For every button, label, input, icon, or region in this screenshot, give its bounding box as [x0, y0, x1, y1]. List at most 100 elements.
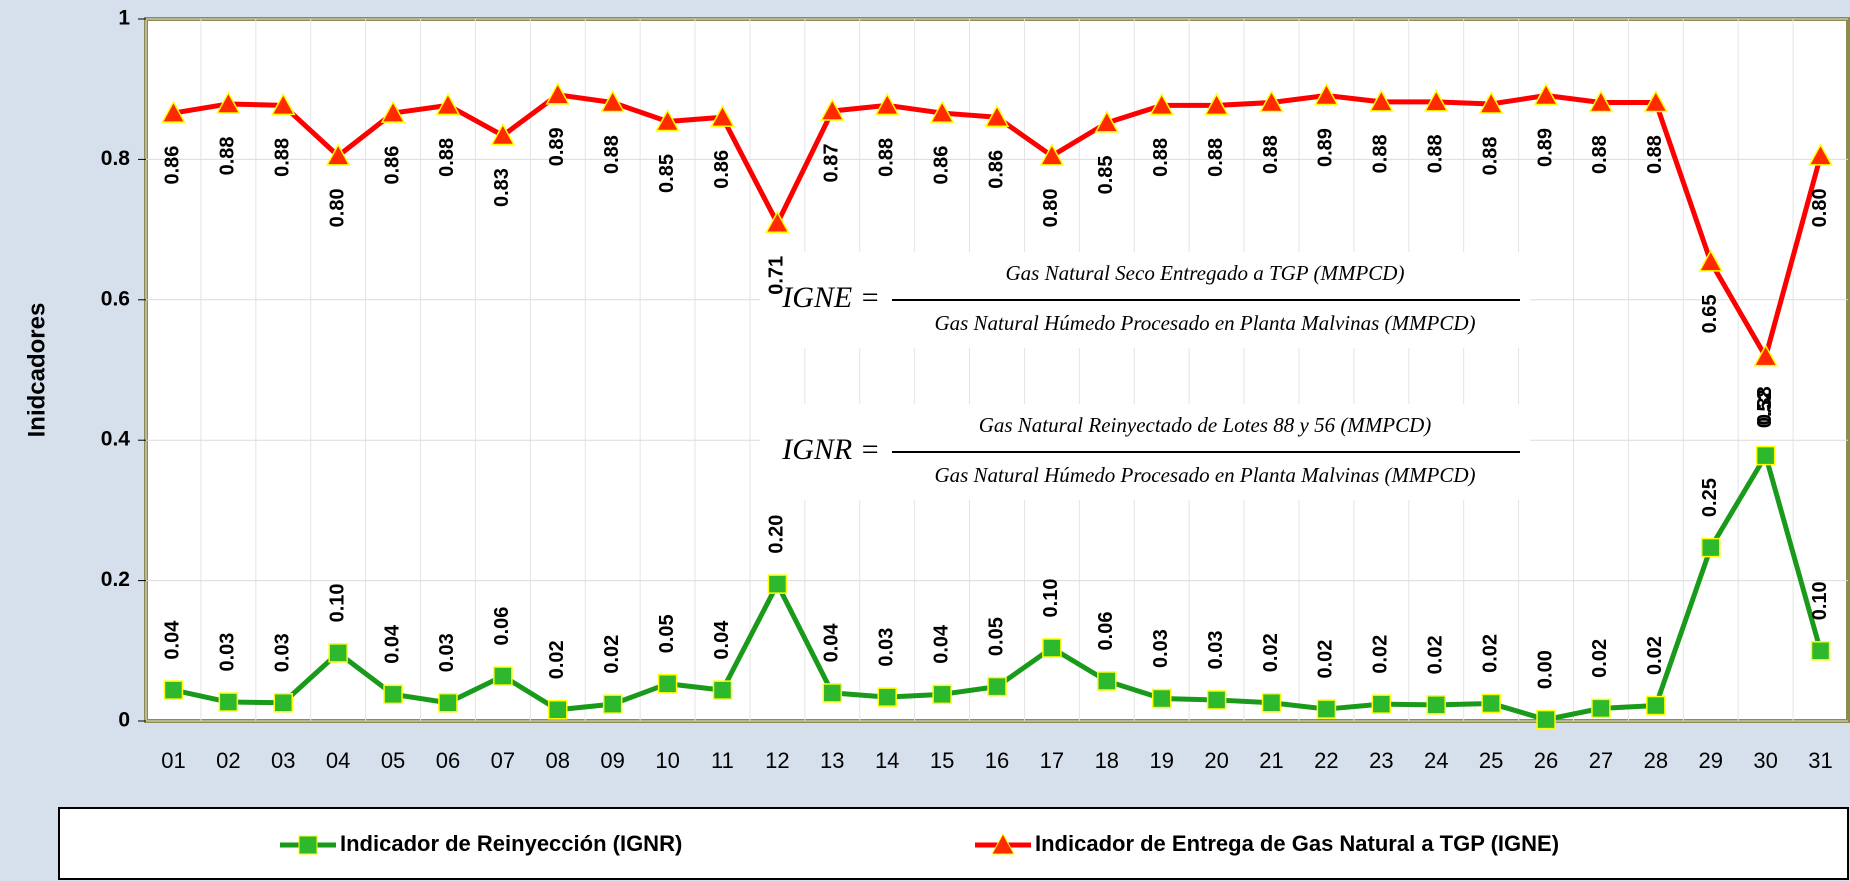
data-label: 0.02 [1370, 635, 1392, 674]
data-label: 0.80 [1809, 188, 1831, 227]
marker [1371, 694, 1392, 714]
marker [1151, 688, 1172, 709]
y-tick-label: 0.8 [101, 147, 131, 170]
marker [1369, 89, 1394, 112]
marker [328, 643, 348, 663]
marker [932, 684, 952, 705]
x-tick-label: 29 [1698, 748, 1722, 773]
x-tick-label: 12 [765, 748, 789, 773]
x-tick-label: 23 [1369, 748, 1393, 773]
equation-numerator: Gas Natural Seco Entregado a TGP (MMPCD) [1006, 261, 1405, 285]
data-label: 0.80 [326, 188, 348, 227]
marker [1094, 110, 1120, 133]
data-label: 0.86 [381, 146, 403, 185]
marker [984, 104, 1010, 128]
marker [1042, 638, 1062, 658]
data-label: 0.02 [1589, 639, 1611, 678]
x-tick-label: 15 [930, 748, 954, 773]
equation-numerator: Gas Natural Reinyectado de Lotes 88 y 56… [979, 413, 1432, 437]
x-tick-label: 28 [1644, 748, 1668, 773]
legend-marker [991, 832, 1015, 855]
marker [163, 680, 184, 700]
marker [380, 100, 406, 123]
marker [655, 108, 680, 132]
marker [1149, 92, 1174, 116]
x-tick-label: 18 [1095, 748, 1119, 773]
marker [218, 692, 239, 712]
x-tick-label: 31 [1808, 748, 1832, 773]
data-label: 0.25 [1699, 478, 1721, 517]
data-label: 0.02 [1425, 635, 1447, 674]
marker [1698, 249, 1724, 272]
x-tick-label: 01 [161, 748, 185, 773]
data-label: 0.88 [436, 138, 458, 177]
data-label: 0.80 [1040, 188, 1062, 227]
x-tick-label: 26 [1534, 748, 1558, 773]
marker [545, 82, 571, 105]
data-label: 0.88 [1150, 138, 1172, 177]
x-tick-label: 04 [326, 748, 350, 773]
data-label: 0.71 [766, 256, 788, 295]
data-label: 0.10 [1809, 581, 1831, 620]
marker [383, 684, 403, 705]
data-label: 0.88 [1589, 135, 1611, 174]
data-label: 0.03 [875, 628, 897, 667]
data-label: 0.87 [821, 143, 843, 182]
data-label: 0.00 [1534, 650, 1556, 689]
data-label: 0.86 [930, 146, 952, 185]
marker [1700, 537, 1721, 558]
data-label: 0.03 [1205, 630, 1227, 669]
x-tick-label: 14 [875, 748, 899, 773]
legend [58, 807, 1849, 880]
data-label: 0.06 [491, 607, 513, 646]
x-tick-label: 27 [1589, 748, 1613, 773]
marker [1643, 89, 1669, 113]
marker [1536, 709, 1556, 730]
data-label: 0.05 [656, 614, 678, 653]
legend-label: Indicador de Reinyección (IGNR) [340, 831, 682, 856]
marker [1261, 692, 1282, 713]
data-label: 0.88 [1479, 136, 1501, 175]
y-tick-label: 0.4 [101, 428, 131, 451]
marker [1039, 143, 1065, 166]
data-label: 0.04 [162, 620, 184, 660]
legend-marker [298, 835, 318, 855]
x-tick-label: 10 [655, 748, 679, 773]
marker [1481, 693, 1501, 714]
x-tick-label: 11 [711, 748, 734, 773]
data-label: 0.86 [162, 146, 184, 185]
data-label: 0.04 [381, 624, 403, 664]
data-label: 0.03 [1150, 629, 1172, 668]
data-label: 0.89 [1315, 128, 1337, 167]
data-label: 0.02 [1644, 636, 1666, 675]
data-label: 0.88 [601, 135, 623, 174]
y-tick-label: 0 [118, 709, 130, 732]
marker [877, 687, 897, 707]
x-tick-label: 17 [1040, 748, 1064, 773]
data-label: 0.02 [1479, 634, 1501, 673]
legend-label: Indicador de Entrega de Gas Natural a TG… [1035, 831, 1559, 856]
marker [270, 92, 296, 116]
x-tick-label: 08 [546, 748, 570, 773]
marker [1426, 695, 1446, 715]
y-tick-label: 0.2 [101, 568, 130, 591]
marker [1314, 82, 1339, 106]
marker [767, 574, 788, 594]
x-tick-label: 21 [1259, 748, 1283, 773]
data-label: 0.10 [326, 583, 348, 622]
marker [1808, 143, 1833, 166]
data-label: 0.20 [766, 515, 788, 554]
x-tick-label: 06 [436, 748, 460, 773]
data-label: 0.65 [1699, 294, 1721, 333]
data-label: 0.85 [1095, 155, 1117, 194]
data-label: 0.05 [985, 617, 1007, 656]
marker [1810, 641, 1831, 661]
x-tick-label: 13 [820, 748, 844, 773]
marker [820, 98, 845, 121]
marker [600, 89, 625, 113]
x-tick-label: 02 [216, 748, 240, 773]
marker [602, 694, 623, 714]
equation-lhs: IGNR = [781, 433, 880, 466]
equation-lhs: IGNE = [781, 281, 880, 314]
